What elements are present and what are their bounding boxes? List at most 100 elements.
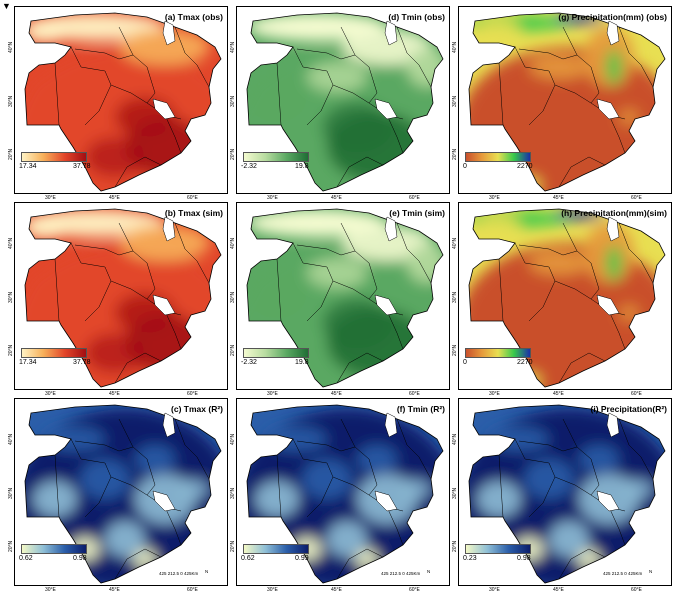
country-border [576, 250, 600, 300]
region-outline [24, 404, 222, 584]
longitude-label: 30°E [489, 195, 500, 201]
country-border [354, 54, 378, 104]
longitude-label: 60°E [409, 391, 420, 397]
latitude-label: 30°N [452, 487, 458, 499]
longitude-label: 30°E [267, 587, 278, 593]
country-border [498, 258, 504, 322]
country-border [562, 26, 578, 56]
colorbar-legend [243, 544, 309, 554]
country-border [340, 26, 356, 56]
country-border [518, 244, 578, 256]
legend-max-label: 19.8 [295, 359, 309, 366]
longitude-label: 60°E [187, 391, 198, 397]
latitude-label: 30°N [8, 487, 14, 499]
country-border [70, 242, 148, 300]
country-border [354, 250, 378, 300]
country-border [306, 280, 334, 322]
country-border [164, 310, 182, 350]
country-border [576, 446, 600, 496]
country-border [618, 418, 654, 480]
country-border [174, 222, 210, 284]
legend-max-label: 2270 [517, 359, 533, 366]
latitude-label: 20°N [8, 148, 14, 160]
colorbar-legend [21, 152, 87, 162]
longitude-label: 45°E [553, 391, 564, 397]
panel-title: (h) Precipitation(mm)(sim) [561, 208, 667, 218]
latitude-label: 40°N [8, 433, 14, 445]
country-border [118, 418, 134, 448]
latitude-label: 20°N [8, 344, 14, 356]
legend-max-label: 0.99 [295, 555, 309, 562]
country-border [562, 222, 578, 252]
country-border [118, 222, 134, 252]
longitude-label: 45°E [109, 391, 120, 397]
country-border [174, 26, 210, 88]
region-outline [246, 404, 444, 584]
colorbar-legend [21, 544, 87, 554]
country-border [306, 476, 334, 518]
country-border [514, 438, 592, 496]
latitude-label: 30°N [230, 487, 236, 499]
country-border [608, 310, 626, 350]
map-panel-h: (h) Precipitation(mm)(sim) 0 2270 40°N 30°N 2… [450, 200, 674, 397]
country-border [292, 46, 370, 104]
map-frame: (b) Tmax (sim) 17.34 37.78 40°N 30°N 20°N 30°E… [8, 202, 228, 397]
country-border [514, 46, 592, 104]
map-panel-b: (b) Tmax (sim) 17.34 37.78 40°N 30°N 20°N 30°E… [6, 200, 230, 397]
longitude-label: 30°E [45, 587, 56, 593]
region-outline [246, 208, 444, 388]
country-border [164, 114, 182, 154]
region-outline [24, 12, 222, 192]
legend-max-label: 19.8 [295, 163, 309, 170]
country-border [340, 418, 356, 448]
country-border [84, 280, 112, 322]
colorbar-legend [243, 348, 309, 358]
longitude-label: 30°E [45, 391, 56, 397]
latitude-label: 40°N [8, 41, 14, 53]
legend-min-label: 17.34 [19, 163, 37, 170]
region-outline [246, 12, 444, 192]
panel-title: (f) Tmin (R²) [396, 404, 445, 414]
country-border [528, 476, 556, 518]
latitude-label: 20°N [230, 344, 236, 356]
country-border [306, 84, 334, 126]
country-border [528, 84, 556, 126]
latitude-label: 30°N [8, 291, 14, 303]
country-border [528, 280, 556, 322]
longitude-label: 60°E [187, 587, 198, 593]
country-border [608, 506, 626, 546]
country-border [386, 506, 404, 546]
country-border [292, 438, 370, 496]
longitude-label: 45°E [331, 195, 342, 201]
region-outline [468, 404, 666, 584]
country-border [558, 352, 606, 384]
country-border [54, 454, 60, 518]
map-svg [24, 404, 222, 584]
latitude-label: 20°N [230, 148, 236, 160]
map-panel-g: (g) Precipitation(mm) (obs) 0 2270 40°N 30°N… [450, 4, 674, 201]
country-border [164, 506, 182, 546]
longitude-label: 45°E [553, 587, 564, 593]
map-svg [468, 208, 666, 388]
country-border [118, 26, 134, 56]
latitude-label: 30°N [230, 291, 236, 303]
country-border [174, 418, 210, 480]
legend-min-label: 0 [463, 359, 467, 366]
country-border [292, 242, 370, 300]
latitude-label: 40°N [452, 433, 458, 445]
country-border [70, 46, 148, 104]
panel-title: (b) Tmax (sim) [164, 208, 223, 218]
map-frame: (g) Precipitation(mm) (obs) 0 2270 40°N 30°N… [452, 6, 672, 201]
country-border [618, 222, 654, 284]
longitude-label: 45°E [331, 587, 342, 593]
country-border [54, 62, 60, 126]
map-panel-e: (e) Tmin (sim) -2.32 19.8 40°N 30°N 20°N 30°E 4… [228, 200, 452, 397]
country-border [70, 438, 148, 496]
map-panel-d: (d) Tmin (obs) -2.32 19.8 40°N 30°N 20°N 30°E 4… [228, 4, 452, 201]
longitude-label: 30°E [267, 391, 278, 397]
longitude-label: 60°E [187, 195, 198, 201]
map-panel-a: (a) Tmax (obs) 17.34 37.78 40°N 30°N 20°N 30°E… [6, 4, 230, 201]
panel-title: (d) Tmin (obs) [388, 12, 445, 22]
country-border [386, 114, 404, 154]
latitude-label: 20°N [452, 148, 458, 160]
